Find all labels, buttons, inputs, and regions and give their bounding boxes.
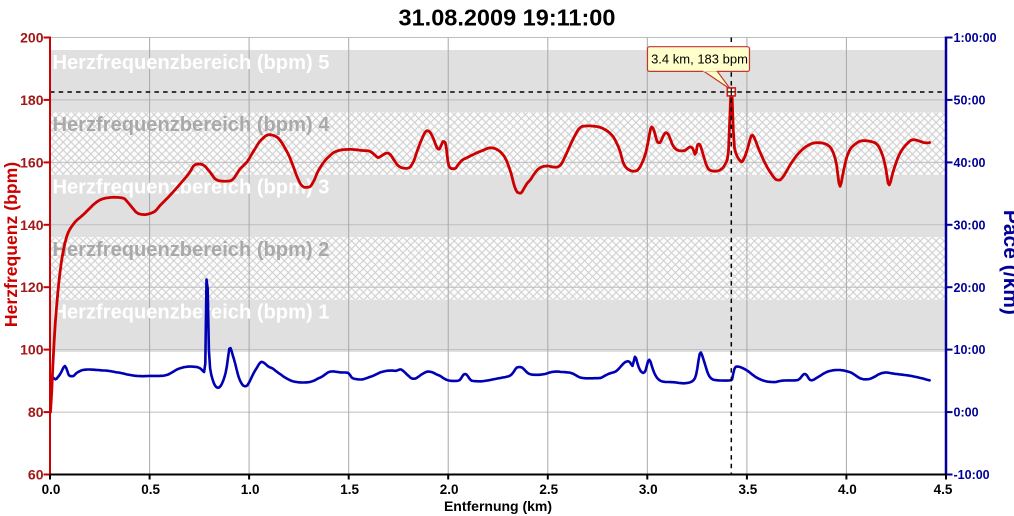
svg-text:1:00:00: 1:00:00 [954,31,997,45]
svg-text:3.5: 3.5 [739,482,758,497]
svg-text:0.0: 0.0 [42,482,61,497]
svg-text:Herzfrequenzbereich (bpm) 4: Herzfrequenzbereich (bpm) 4 [53,114,331,136]
svg-text:1.0: 1.0 [241,482,260,497]
svg-text:160: 160 [20,154,44,170]
svg-text:40:00: 40:00 [954,156,986,170]
svg-text:30:00: 30:00 [954,218,986,232]
svg-text:2.5: 2.5 [539,482,558,497]
svg-text:1.5: 1.5 [340,482,359,497]
svg-text:20:00: 20:00 [954,281,986,295]
svg-text:100: 100 [20,342,44,358]
svg-text:120: 120 [20,279,44,295]
svg-text:140: 140 [20,217,44,233]
svg-text:2.0: 2.0 [440,482,459,497]
svg-text:31.08.2009 19:11:00: 31.08.2009 19:11:00 [399,5,616,31]
svg-text:Herzfrequenz (bpm): Herzfrequenz (bpm) [1,162,21,327]
svg-text:4.5: 4.5 [934,482,953,497]
svg-text:200: 200 [20,30,44,46]
svg-text:10:00: 10:00 [954,343,986,357]
svg-text:60: 60 [28,467,44,483]
svg-text:Herzfrequenzbereich (bpm) 2: Herzfrequenzbereich (bpm) 2 [53,239,330,261]
svg-text:50:00: 50:00 [954,94,986,108]
svg-text:80: 80 [28,404,44,420]
svg-text:Pace (/km): Pace (/km) [999,210,1014,315]
svg-text:0.5: 0.5 [141,482,160,497]
svg-text:-10:00: -10:00 [954,468,990,482]
svg-text:Herzfrequenzbereich (bpm) 1: Herzfrequenzbereich (bpm) 1 [53,302,330,324]
svg-text:4.0: 4.0 [838,482,857,497]
svg-text:0:00: 0:00 [954,406,979,420]
svg-text:Herzfrequenzbereich (bpm) 5: Herzfrequenzbereich (bpm) 5 [53,52,330,74]
svg-text:3.0: 3.0 [639,482,658,497]
svg-text:3.4 km, 183 bpm: 3.4 km, 183 bpm [651,52,748,67]
svg-text:Herzfrequenzbereich (bpm) 3: Herzfrequenzbereich (bpm) 3 [53,177,330,199]
svg-text:Entfernung (km): Entfernung (km) [444,498,552,514]
svg-text:180: 180 [20,92,44,108]
